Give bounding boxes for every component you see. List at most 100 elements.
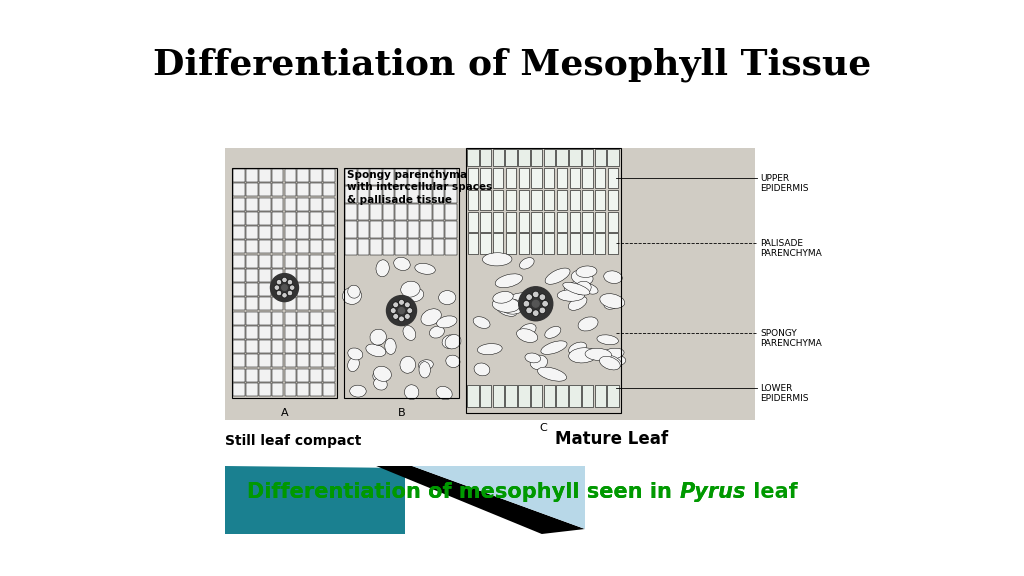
Bar xyxy=(233,312,245,325)
Bar xyxy=(468,233,478,254)
Bar xyxy=(480,233,490,254)
Bar xyxy=(595,385,606,407)
Bar xyxy=(233,354,245,367)
Ellipse shape xyxy=(393,257,411,271)
Bar xyxy=(310,183,323,196)
Bar xyxy=(246,255,258,268)
Bar xyxy=(297,283,309,296)
Ellipse shape xyxy=(372,334,384,345)
Bar xyxy=(285,312,296,325)
Bar xyxy=(233,283,245,296)
Bar xyxy=(544,168,554,188)
Bar xyxy=(608,168,618,188)
Bar xyxy=(324,183,335,196)
Bar xyxy=(506,211,516,232)
Ellipse shape xyxy=(393,313,398,319)
Polygon shape xyxy=(413,466,585,529)
Bar xyxy=(285,297,296,310)
Ellipse shape xyxy=(539,294,546,300)
Ellipse shape xyxy=(538,367,566,381)
Bar xyxy=(233,183,245,196)
Ellipse shape xyxy=(532,291,539,298)
Ellipse shape xyxy=(564,281,588,292)
Bar xyxy=(297,255,309,268)
Ellipse shape xyxy=(539,307,546,313)
Bar xyxy=(271,354,284,367)
Bar xyxy=(285,382,296,396)
Bar xyxy=(345,204,356,220)
Ellipse shape xyxy=(374,378,387,390)
Bar xyxy=(297,369,309,382)
Bar xyxy=(324,169,335,182)
Bar xyxy=(324,354,335,367)
Bar xyxy=(370,221,382,237)
Ellipse shape xyxy=(404,302,411,308)
Bar xyxy=(595,149,606,166)
Bar xyxy=(310,283,323,296)
Bar xyxy=(271,312,284,325)
Bar xyxy=(445,239,457,255)
Bar xyxy=(233,340,245,353)
Ellipse shape xyxy=(571,270,593,285)
Bar xyxy=(345,239,356,255)
Ellipse shape xyxy=(477,344,502,355)
Ellipse shape xyxy=(604,297,620,309)
Bar xyxy=(297,240,309,253)
Bar xyxy=(285,240,296,253)
Bar xyxy=(233,169,245,182)
Circle shape xyxy=(270,274,299,302)
Bar xyxy=(480,149,492,166)
Bar xyxy=(445,169,457,185)
Ellipse shape xyxy=(526,294,532,300)
Ellipse shape xyxy=(574,281,591,295)
Ellipse shape xyxy=(510,293,537,302)
Bar xyxy=(557,233,567,254)
Ellipse shape xyxy=(516,329,538,342)
Bar xyxy=(271,269,284,282)
Bar xyxy=(357,239,369,255)
Bar xyxy=(310,255,323,268)
Bar xyxy=(310,169,323,182)
Bar xyxy=(518,385,529,407)
Bar xyxy=(233,226,245,239)
Ellipse shape xyxy=(445,335,461,349)
Ellipse shape xyxy=(442,335,458,348)
Ellipse shape xyxy=(370,329,386,345)
Text: Pyrus: Pyrus xyxy=(679,482,745,502)
Bar xyxy=(506,190,516,210)
Ellipse shape xyxy=(497,304,516,316)
Bar xyxy=(246,212,258,225)
Bar xyxy=(569,211,580,232)
Ellipse shape xyxy=(541,341,567,354)
Bar xyxy=(557,190,567,210)
Bar xyxy=(607,385,618,407)
Bar xyxy=(246,297,258,310)
Ellipse shape xyxy=(600,294,625,308)
Bar xyxy=(310,340,323,353)
Bar xyxy=(467,149,479,166)
Ellipse shape xyxy=(599,357,621,370)
Bar xyxy=(297,269,309,282)
Bar xyxy=(395,204,407,220)
Bar xyxy=(285,354,296,367)
Bar xyxy=(493,190,504,210)
Bar xyxy=(233,198,245,211)
Bar xyxy=(569,190,580,210)
Ellipse shape xyxy=(568,297,587,310)
Bar xyxy=(246,198,258,211)
Bar xyxy=(595,233,605,254)
Bar xyxy=(383,204,394,220)
Bar xyxy=(608,211,618,232)
Bar xyxy=(445,204,457,220)
Ellipse shape xyxy=(473,317,490,328)
Ellipse shape xyxy=(532,310,539,316)
Bar xyxy=(370,204,382,220)
Bar xyxy=(569,233,580,254)
Ellipse shape xyxy=(409,289,424,301)
Bar xyxy=(370,169,382,185)
Bar xyxy=(310,297,323,310)
Bar xyxy=(246,226,258,239)
Bar xyxy=(246,369,258,382)
Bar xyxy=(324,326,335,339)
Bar xyxy=(595,190,605,210)
